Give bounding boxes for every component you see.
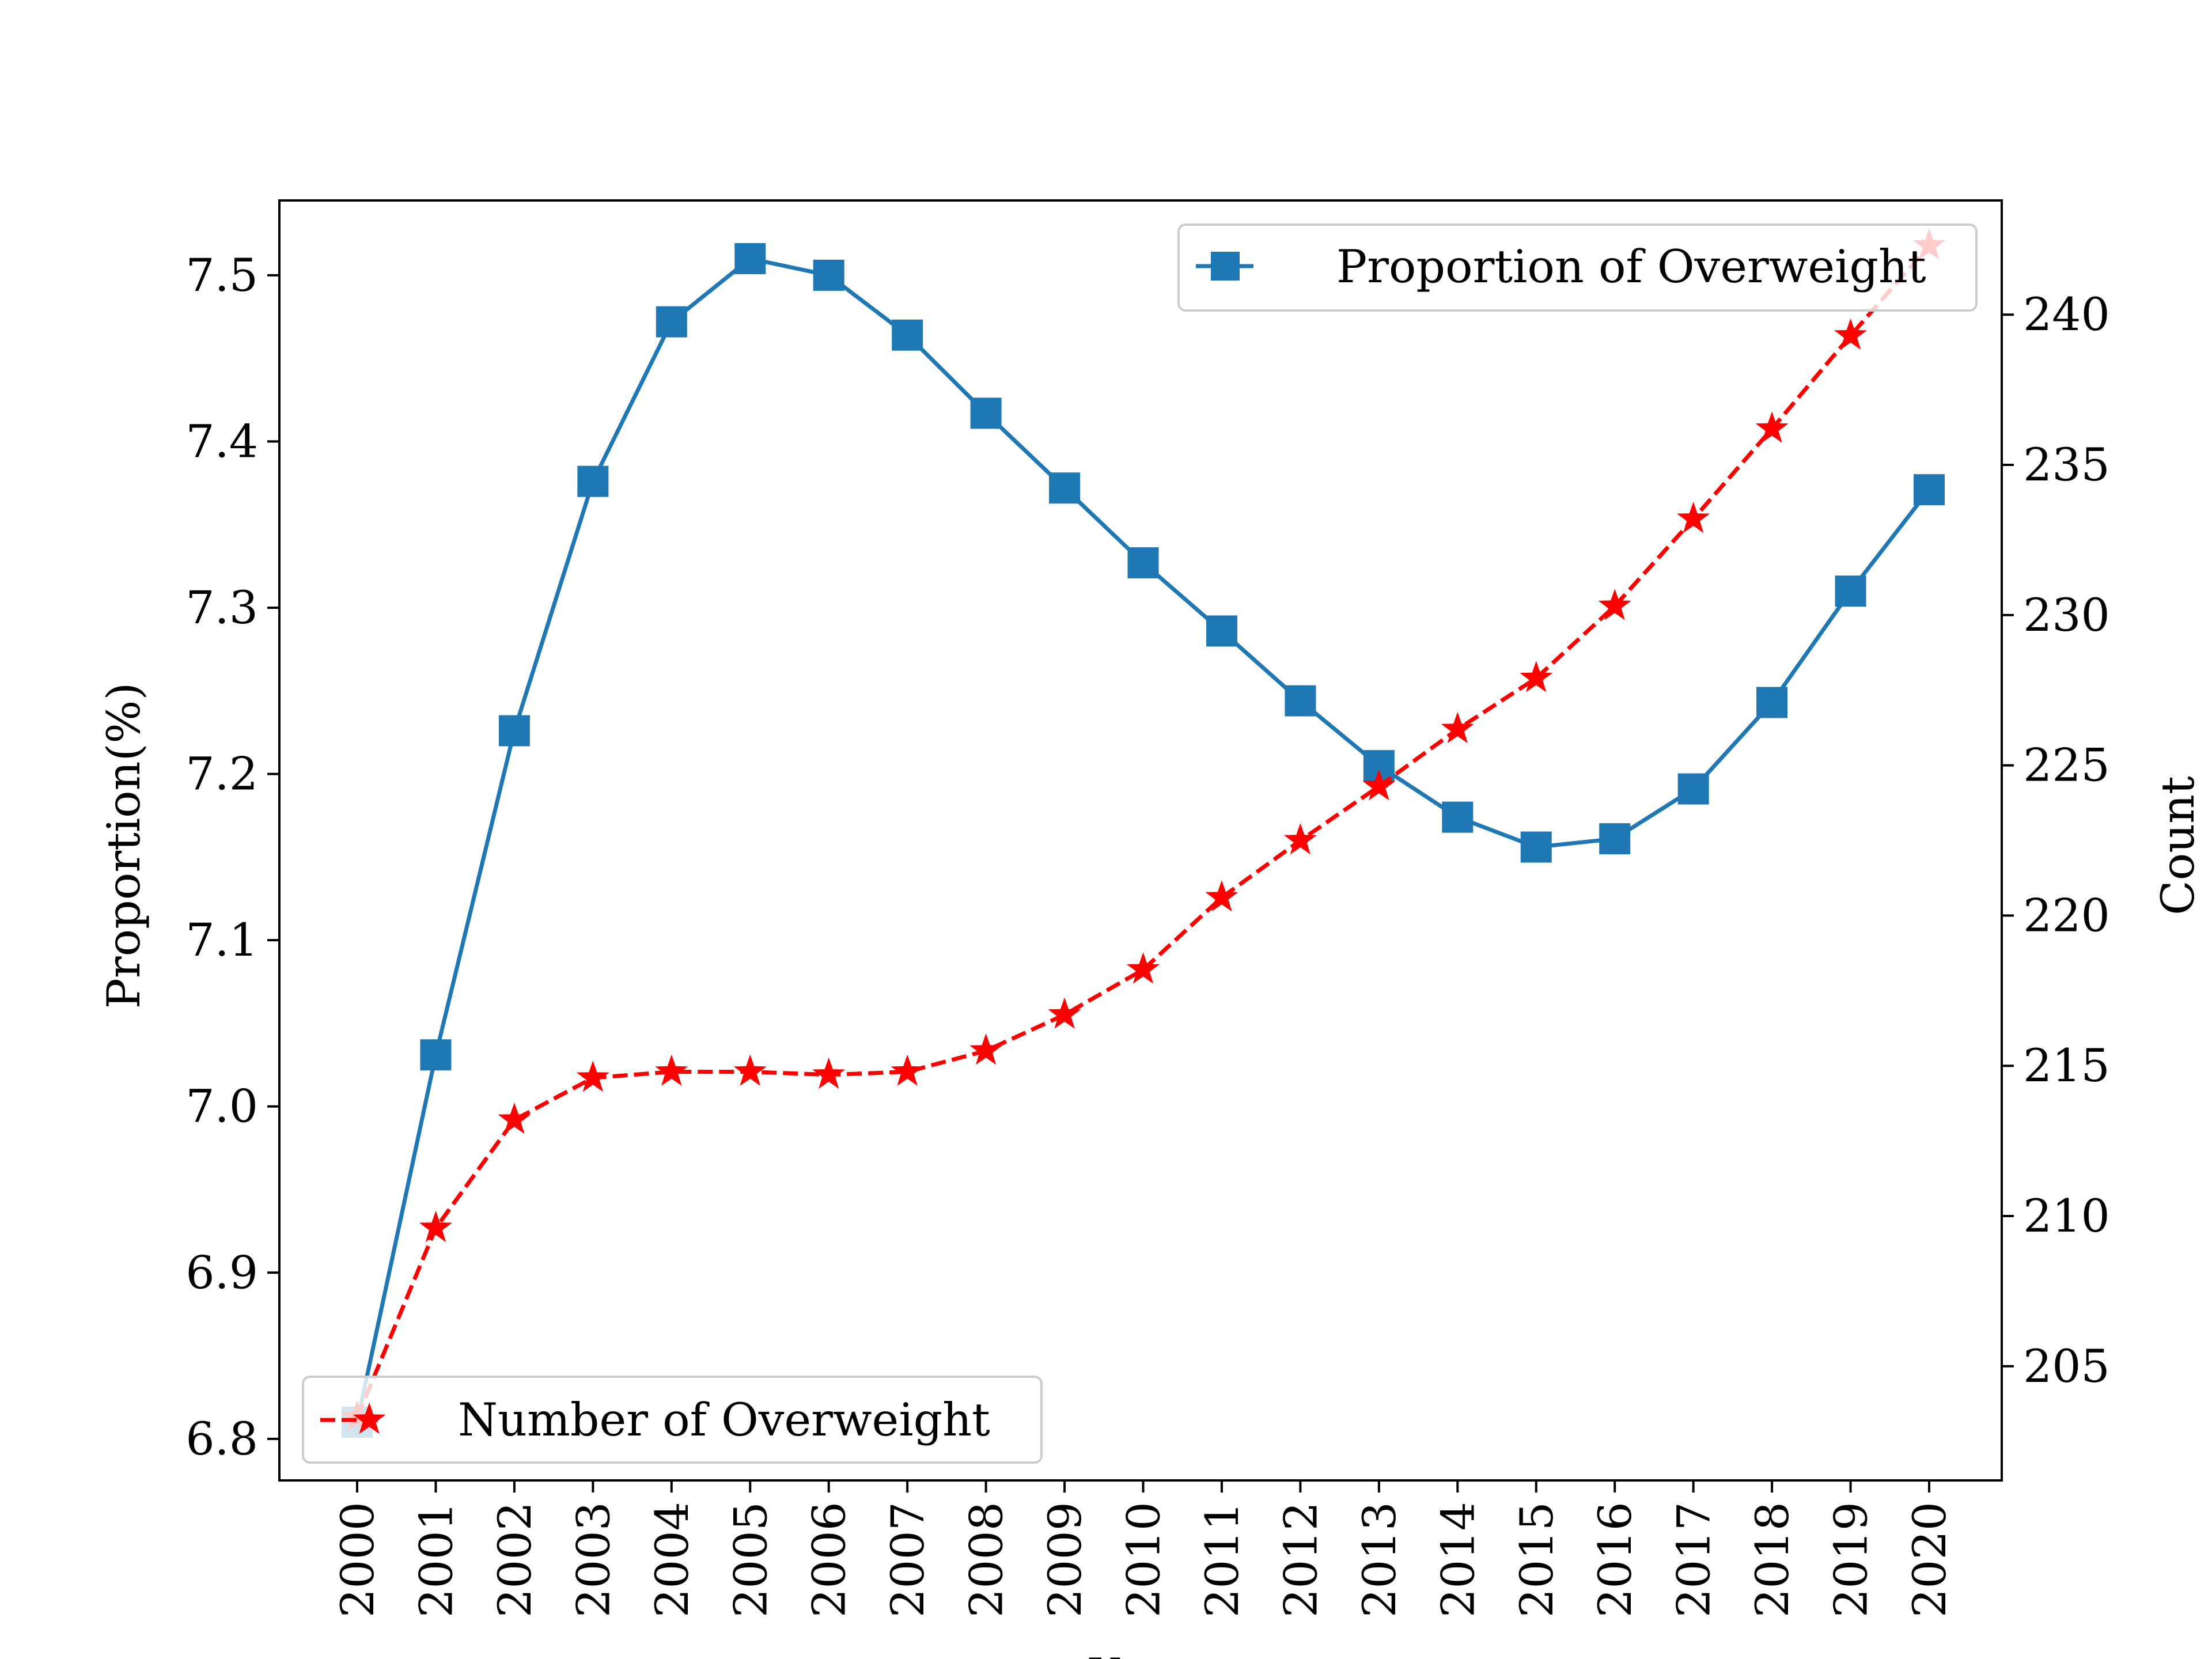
x-tick-label: 2015 bbox=[1510, 1502, 1563, 1618]
x-tick-label: 2007 bbox=[881, 1502, 934, 1618]
data-point-proportion bbox=[1835, 575, 1866, 607]
data-point-proportion bbox=[1756, 687, 1788, 718]
x-tick-label: 2005 bbox=[724, 1502, 777, 1618]
x-tick-label: 2002 bbox=[488, 1502, 541, 1618]
data-point-number bbox=[655, 1054, 688, 1086]
legend-marker-proportion bbox=[1211, 252, 1240, 281]
data-point-proportion bbox=[577, 465, 609, 497]
x-axis-title: Year bbox=[1089, 1649, 1192, 1659]
data-point-proportion bbox=[970, 397, 1002, 429]
data-point-proportion bbox=[813, 259, 844, 291]
legend-box-proportion bbox=[1177, 224, 1978, 312]
x-tick-label: 2014 bbox=[1431, 1502, 1484, 1618]
left-y-tick-label: 7.4 bbox=[185, 415, 258, 468]
right-y-tick-label: 225 bbox=[2023, 739, 2110, 792]
right-y-tick-label: 230 bbox=[2023, 589, 2110, 642]
data-point-proportion bbox=[1206, 615, 1237, 647]
left-y-tick-label: 7.0 bbox=[185, 1080, 258, 1133]
left-y-tick-label: 6.9 bbox=[185, 1246, 258, 1299]
data-point-number bbox=[498, 1103, 531, 1134]
x-tick-label: 2019 bbox=[1825, 1502, 1878, 1618]
right-y-tick-label: 205 bbox=[2023, 1340, 2110, 1393]
data-point-number bbox=[1205, 880, 1238, 912]
data-point-number bbox=[1048, 997, 1081, 1029]
data-point-number bbox=[1362, 769, 1396, 801]
data-point-proportion bbox=[892, 319, 923, 351]
right-y-tick-label: 240 bbox=[2023, 288, 2110, 341]
data-point-number bbox=[1834, 318, 1868, 350]
data-point-number bbox=[1127, 952, 1160, 984]
right-y-axis: 205 210 215 220 225 230 235 240 bbox=[2002, 288, 2110, 1393]
data-point-proportion bbox=[1677, 773, 1709, 805]
data-point-proportion bbox=[1520, 831, 1552, 863]
data-point-number bbox=[891, 1054, 924, 1086]
series-proportion-of-overweight bbox=[342, 243, 1945, 1438]
data-point-proportion bbox=[734, 243, 766, 274]
x-tick-label: 2011 bbox=[1196, 1502, 1249, 1618]
data-point-number bbox=[1755, 411, 1789, 443]
data-point-proportion bbox=[1599, 823, 1631, 855]
left-y-tick-label: 6.8 bbox=[185, 1412, 258, 1465]
data-point-proportion bbox=[498, 715, 530, 747]
x-tick-label: 2018 bbox=[1746, 1502, 1799, 1618]
x-tick-label: 2010 bbox=[1118, 1502, 1171, 1618]
legend-lower-left: Number of Overweight bbox=[302, 1376, 1043, 1464]
x-tick-label: 2012 bbox=[1274, 1502, 1327, 1618]
legend-box-number bbox=[302, 1376, 1043, 1464]
x-tick-label: 2006 bbox=[803, 1502, 856, 1618]
legend-label-proportion: Proportion of Overweight bbox=[1336, 240, 1926, 293]
series-line-number bbox=[355, 244, 1931, 1418]
x-tick-label: 2004 bbox=[646, 1502, 699, 1618]
x-tick-label: 2008 bbox=[960, 1502, 1013, 1618]
x-axis: 2000 2001 2002 2003 2004 2005 2006 2007 2008 2009… bbox=[331, 1480, 1956, 1618]
data-point-number bbox=[576, 1060, 609, 1092]
x-tick-label: 2016 bbox=[1589, 1502, 1642, 1618]
data-point-number bbox=[1598, 589, 1631, 620]
left-y-tick-label: 7.1 bbox=[185, 914, 258, 967]
data-point-number bbox=[969, 1033, 1003, 1065]
series-line-proportion bbox=[355, 256, 1931, 1423]
left-y-axis-title: Proportion(%) bbox=[97, 683, 150, 1009]
data-point-proportion bbox=[1442, 801, 1474, 833]
legend-upper-right: Proportion of Overweight bbox=[1177, 224, 1978, 312]
data-point-proportion bbox=[420, 1039, 452, 1071]
x-tick-label: 2000 bbox=[331, 1502, 384, 1618]
x-tick-label: 2020 bbox=[1903, 1502, 1956, 1618]
left-y-tick-label: 7.2 bbox=[185, 748, 258, 801]
right-y-tick-label: 215 bbox=[2023, 1039, 2110, 1092]
data-point-proportion bbox=[1127, 547, 1159, 579]
data-point-number bbox=[1441, 712, 1474, 744]
left-y-axis: 6.8 6.9 7.0 7.1 7.2 7.3 7.4 7.5 bbox=[185, 249, 279, 1465]
x-tick-label: 2001 bbox=[410, 1502, 463, 1618]
data-point-number bbox=[1520, 661, 1553, 692]
series-number-of-overweight bbox=[340, 228, 1946, 1431]
legend-label-number: Number of Overweight bbox=[458, 1393, 990, 1446]
data-point-proportion bbox=[1285, 685, 1316, 717]
x-tick-label: 2009 bbox=[1039, 1502, 1092, 1618]
data-point-number bbox=[1283, 823, 1317, 855]
x-tick-label: 2017 bbox=[1668, 1502, 1721, 1618]
right-y-tick-label: 235 bbox=[2023, 438, 2110, 491]
data-point-number bbox=[812, 1057, 846, 1089]
plot-area bbox=[278, 199, 2003, 1482]
right-y-tick-label: 220 bbox=[2023, 889, 2110, 942]
left-y-tick-label: 7.5 bbox=[185, 249, 258, 302]
right-y-tick-label: 210 bbox=[2023, 1190, 2110, 1243]
legend-marker-number bbox=[353, 1403, 386, 1434]
right-y-axis-title: Count bbox=[2152, 776, 2205, 915]
left-y-tick-label: 7.3 bbox=[185, 581, 258, 634]
data-point-number bbox=[419, 1210, 452, 1243]
data-point-number bbox=[1677, 501, 1710, 533]
data-point-number bbox=[733, 1054, 767, 1086]
data-point-proportion bbox=[1049, 472, 1081, 504]
data-point-proportion bbox=[1914, 474, 1945, 506]
x-tick-label: 2013 bbox=[1353, 1502, 1406, 1618]
data-point-proportion bbox=[656, 306, 687, 338]
x-tick-label: 2003 bbox=[567, 1502, 620, 1618]
